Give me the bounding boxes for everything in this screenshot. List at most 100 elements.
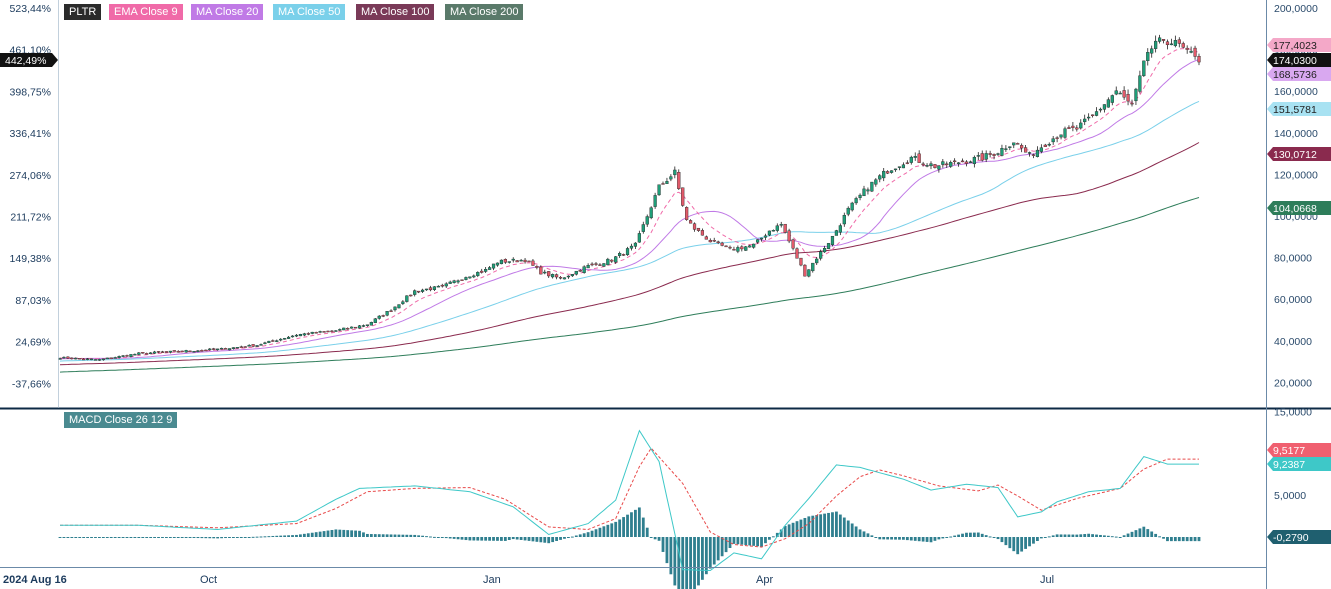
histogram-bar — [953, 535, 957, 537]
candle — [448, 280, 452, 285]
histogram-bar — [1162, 537, 1165, 539]
candle — [1134, 87, 1138, 105]
histogram-bar — [768, 537, 771, 540]
candle — [464, 276, 468, 281]
histogram-bar — [440, 537, 444, 538]
candle — [531, 259, 535, 266]
price-panel[interactable] — [58, 34, 1201, 373]
histogram-bar — [86, 537, 89, 538]
histogram-bar — [58, 537, 62, 538]
legend-macd[interactable]: MACD Close 26 12 9 — [64, 412, 178, 428]
candle — [420, 288, 425, 293]
histogram-bar — [500, 537, 503, 541]
macd-axis-tick: 15,0000 — [1274, 406, 1312, 418]
candle — [728, 245, 732, 250]
candle — [129, 354, 133, 358]
histogram-bar — [121, 537, 125, 538]
legend-symbol[interactable]: PLTR — [64, 4, 102, 20]
legend-ma100[interactable]: MA Close 100 — [356, 4, 435, 20]
right-axis-tick: 60,0000 — [1274, 294, 1312, 306]
candle — [424, 288, 429, 291]
histogram-bar — [1158, 536, 1161, 538]
histogram-bar — [1004, 537, 1008, 546]
histogram-bar — [969, 532, 972, 537]
candle — [976, 152, 980, 160]
legend-ma200[interactable]: MA Close 200 — [445, 4, 524, 20]
histogram-bar — [267, 536, 271, 538]
histogram-bar — [1036, 537, 1039, 542]
histogram-bar — [732, 537, 736, 544]
candle — [1157, 34, 1162, 44]
histogram-bar — [362, 532, 365, 537]
histogram-bar — [846, 520, 850, 537]
histogram-bar — [988, 536, 992, 538]
histogram-bar — [1024, 537, 1027, 549]
candle — [212, 347, 216, 351]
histogram-bar — [791, 522, 795, 537]
candle — [811, 262, 815, 273]
candle — [1130, 99, 1134, 107]
histogram-bar — [322, 531, 326, 537]
histogram-bar — [1146, 529, 1150, 537]
x-axis-label: Oct — [200, 574, 217, 586]
candle — [763, 233, 768, 241]
histogram-bar — [381, 534, 385, 537]
legend-ma50[interactable]: MA Close 50 — [273, 4, 346, 20]
left-axis-tick: 336,41% — [10, 128, 51, 140]
histogram-bar — [862, 531, 866, 537]
histogram-bar — [78, 537, 82, 538]
candle — [196, 350, 200, 353]
candle — [1000, 144, 1004, 157]
histogram-bar — [641, 517, 645, 537]
candle — [720, 241, 724, 247]
histogram-bar — [838, 514, 842, 537]
candle — [834, 229, 839, 236]
histogram-bar — [736, 537, 740, 545]
histogram-bar — [917, 537, 921, 542]
candle — [105, 357, 109, 360]
histogram-bar — [618, 519, 622, 537]
candle — [298, 333, 303, 337]
candle — [160, 350, 165, 353]
candle — [917, 150, 921, 163]
candle — [70, 357, 74, 360]
candle — [219, 347, 224, 350]
signal-line — [60, 447, 1199, 548]
histogram-bar — [980, 533, 984, 537]
macd-panel[interactable] — [58, 429, 1201, 589]
svg-text:168,5736: 168,5736 — [1273, 69, 1317, 81]
legend-ma20[interactable]: MA Close 20 — [191, 4, 264, 20]
histogram-bar — [145, 537, 149, 538]
histogram-bar — [405, 534, 409, 537]
candle — [243, 346, 247, 348]
histogram-bar — [137, 537, 141, 538]
histogram-bar — [472, 537, 476, 541]
candle — [933, 163, 937, 169]
candle — [519, 258, 523, 262]
histogram-bar — [326, 530, 330, 537]
svg-text:104,0668: 104,0668 — [1273, 203, 1317, 215]
candle — [566, 275, 571, 279]
candle — [456, 279, 460, 284]
candle — [988, 150, 992, 158]
histogram-bar — [972, 532, 976, 537]
histogram-bar — [125, 537, 129, 538]
candle — [93, 359, 98, 361]
candle — [712, 237, 716, 243]
histogram-bar — [850, 523, 854, 537]
x-axis-label: Jan — [483, 574, 501, 586]
candle — [511, 257, 515, 263]
candle — [409, 294, 413, 297]
legend-ema9[interactable]: EMA Close 9 — [109, 4, 183, 20]
candle — [484, 267, 488, 273]
candle — [361, 324, 366, 328]
candle — [637, 230, 641, 243]
candle — [688, 219, 693, 224]
histogram-bar — [1012, 537, 1016, 552]
candle — [1075, 125, 1079, 132]
histogram-bar — [425, 536, 428, 538]
histogram-bar — [429, 536, 432, 538]
candle — [310, 331, 314, 335]
candle — [882, 167, 886, 182]
